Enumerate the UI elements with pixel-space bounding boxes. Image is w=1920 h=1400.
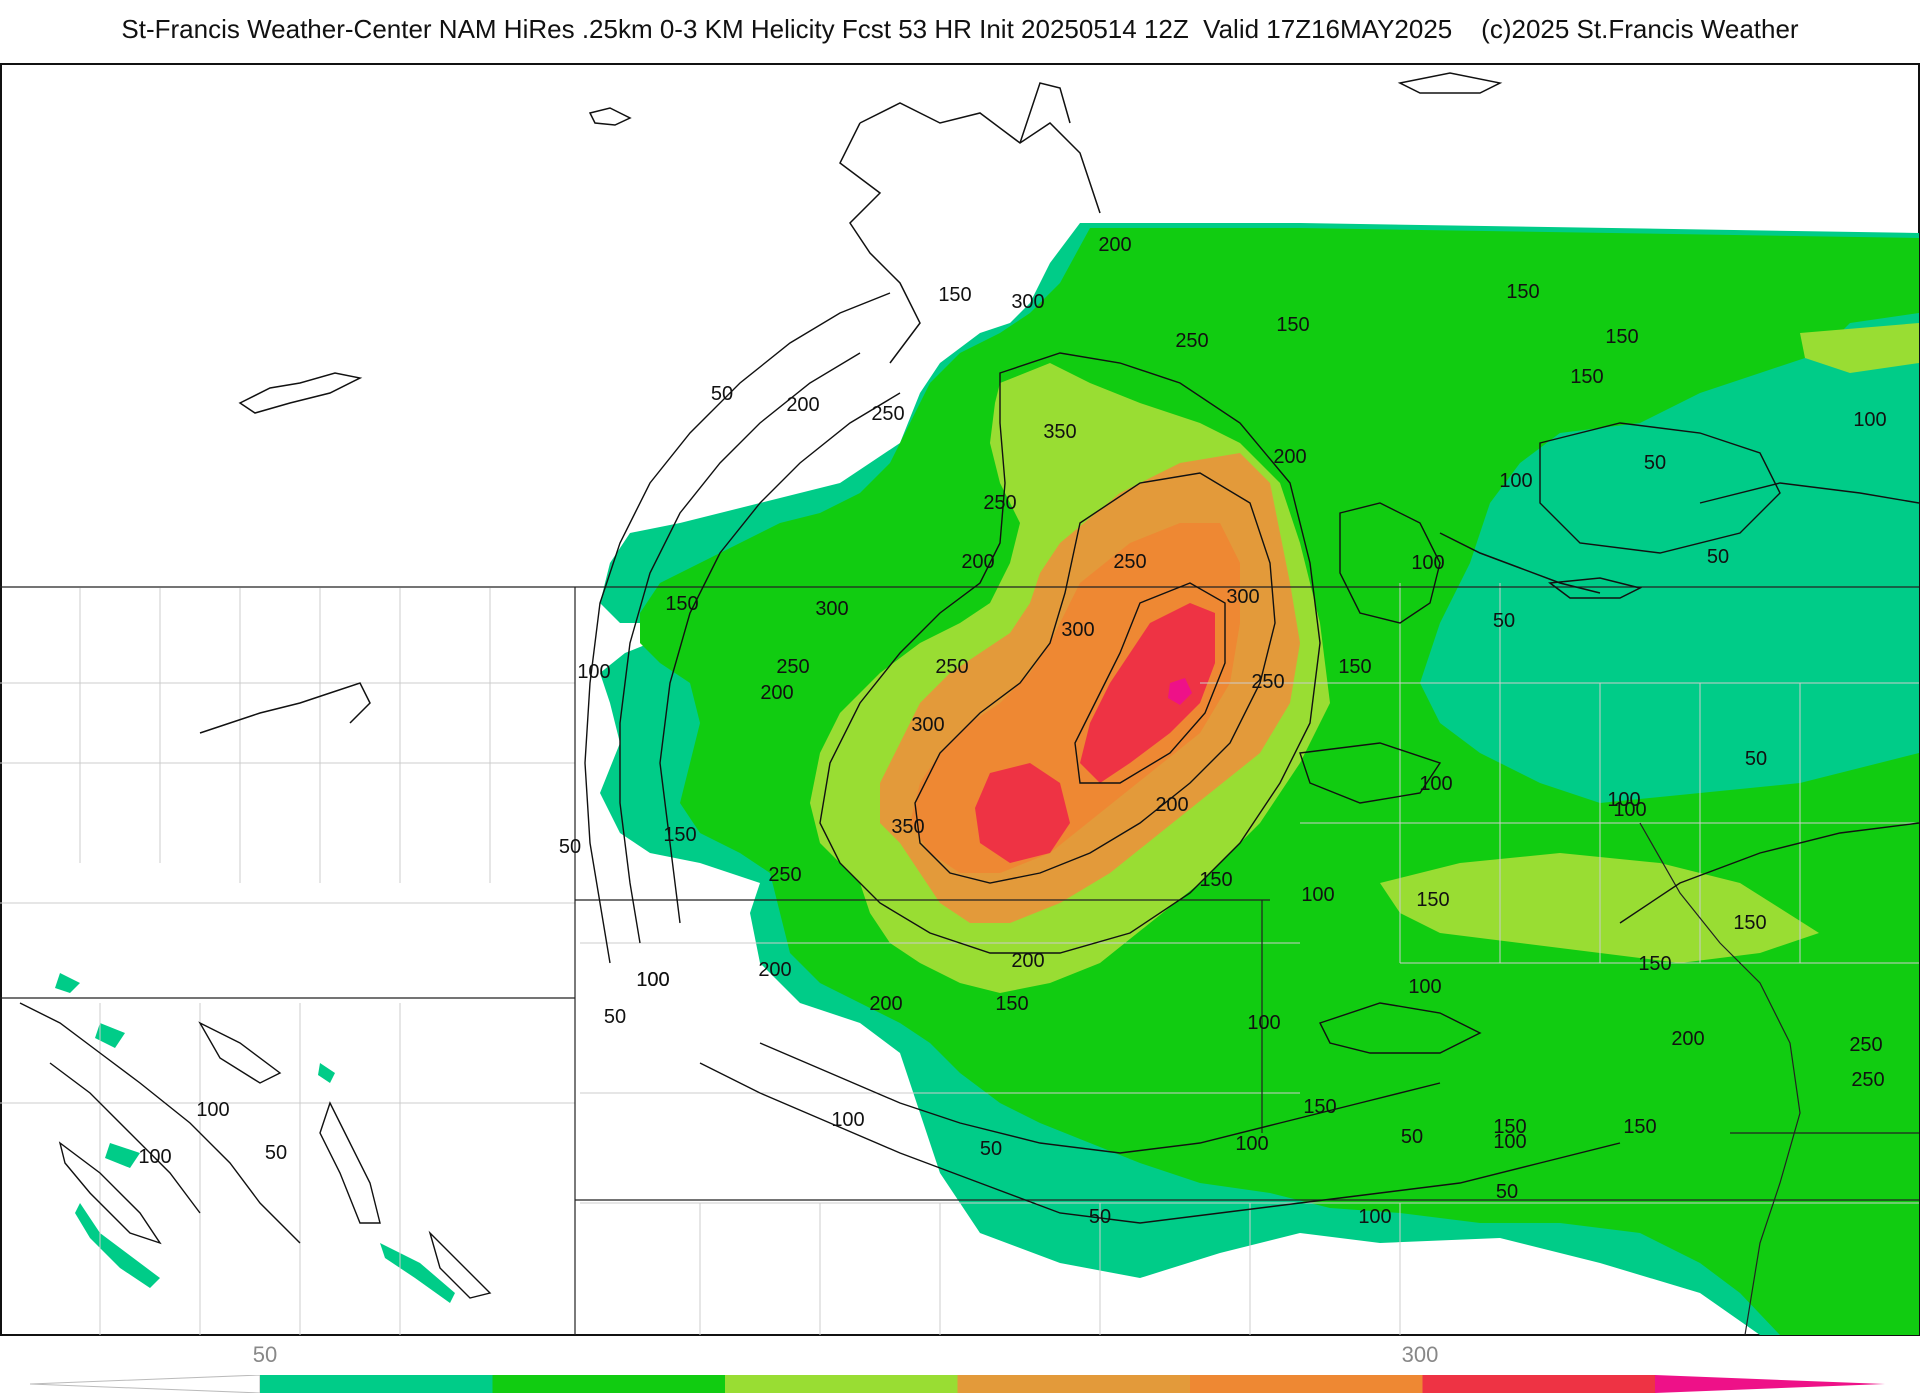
contour-label: 150 — [1623, 1116, 1656, 1138]
contour-label: 200 — [758, 959, 791, 981]
contour-label: 150 — [1638, 953, 1671, 975]
contour-label: 100 — [1499, 470, 1532, 492]
contour-label: 50 — [1745, 748, 1767, 770]
contour-label: 100 — [636, 969, 669, 991]
contour-label: 150 — [665, 593, 698, 615]
contour-label: 150 — [938, 284, 971, 306]
contour-label: 50 — [559, 836, 581, 858]
contour-label: 250 — [1251, 671, 1284, 693]
contour-label: 50 — [1493, 610, 1515, 632]
colorbar-bin — [260, 1375, 494, 1393]
contour-label: 150 — [1493, 1116, 1526, 1138]
county-lines — [0, 583, 1919, 1335]
colorbar-bin — [1655, 1375, 1885, 1393]
contour-label: 200 — [1273, 446, 1306, 468]
contour-label: 200 — [1011, 950, 1044, 972]
contour-label: 50 — [1496, 1181, 1518, 1203]
contour-label: 250 — [776, 656, 809, 678]
contour-label: 100 — [1411, 552, 1444, 574]
contour-label: 200 — [1671, 1028, 1704, 1050]
colorbar-bin — [1422, 1375, 1656, 1393]
contour-label: 150 — [1733, 912, 1766, 934]
contour-label: 100 — [1853, 409, 1886, 431]
contour-label: 350 — [1043, 421, 1076, 443]
contour-label: 200 — [1098, 234, 1131, 256]
contour-label: 300 — [815, 598, 848, 620]
contour-label: 150 — [663, 824, 696, 846]
contour-label: 100 — [1613, 799, 1646, 821]
colorbar-tick-50: 50 — [252, 1342, 278, 1367]
contour-label: 100 — [1419, 773, 1452, 795]
contour-label: 100 — [636, 969, 669, 991]
contour-labels: 200 150 300 250 150 150 150 100 50 200 2… — [138, 234, 1886, 1228]
contour-label: 200 — [786, 394, 819, 416]
coastlines — [199, 72, 1643, 734]
contour-label: 250 — [935, 656, 968, 678]
contour-label: 50 — [1644, 452, 1666, 474]
contour-label: 50 — [1401, 1126, 1423, 1148]
contour-label: 200 — [869, 993, 902, 1015]
contour-label: 100 — [1408, 976, 1441, 998]
helicity-map: 200 150 300 250 150 150 150 100 50 200 2… — [0, 63, 1920, 1336]
contour-label: 250 — [1849, 1034, 1882, 1056]
colorbar-bin — [492, 1375, 726, 1393]
contour-label: 250 — [1175, 330, 1208, 352]
colorbar — [30, 1375, 1885, 1393]
state-borders — [0, 586, 1919, 1336]
map-title: St-Francis Weather-Center NAM HiRes .25k… — [121, 14, 1799, 44]
contour-label: 250 — [768, 864, 801, 886]
colorbar-bin — [30, 1375, 261, 1393]
colorbar-bin — [957, 1375, 1191, 1393]
contour-label: 150 — [1303, 1096, 1336, 1118]
contour-label: 100 — [1358, 1206, 1391, 1228]
contour-label: 50 — [711, 383, 733, 405]
colorbar-bin — [725, 1375, 959, 1393]
contour-label: 100 — [1235, 1133, 1268, 1155]
colorbar-bin — [1190, 1375, 1424, 1393]
contour-label: 50 — [980, 1138, 1002, 1160]
contour-label: 200 — [760, 682, 793, 704]
contour-label: 300 — [1226, 586, 1259, 608]
contour-label: 100 — [1607, 789, 1640, 811]
contour-label: 200 — [1155, 794, 1188, 816]
contour-label: 300 — [1061, 619, 1094, 641]
contour-label: 100 — [1247, 1012, 1280, 1034]
contour-label: 150 — [1338, 656, 1371, 678]
contour-label: 300 — [911, 714, 944, 736]
contour-label: 100 — [831, 1109, 864, 1131]
contour-label: 100 — [1493, 1131, 1526, 1153]
contour-label: 150 — [1605, 326, 1638, 348]
contour-label: 200 — [961, 551, 994, 573]
colorbar-tick-300: 300 — [1401, 1342, 1439, 1367]
contour-label: 250 — [1851, 1069, 1884, 1091]
contour-label: 250 — [983, 492, 1016, 514]
helicity-contours — [19, 292, 1920, 1299]
contour-label: 100 — [138, 1146, 171, 1168]
contour-label: 150 — [1276, 314, 1309, 336]
contour-label: 50 — [604, 1006, 626, 1028]
contour-label: 50 — [265, 1142, 287, 1164]
contour-label: 150 — [1416, 889, 1449, 911]
contour-label: 300 — [1011, 291, 1044, 313]
helicity-shading — [55, 223, 1919, 1335]
contour-label: 150 — [995, 993, 1028, 1015]
contour-label: 350 — [891, 816, 924, 838]
contour-label: 150 — [1506, 281, 1539, 303]
contour-label: 150 — [1570, 366, 1603, 388]
contour-label: 100 — [1301, 884, 1334, 906]
contour-label: 250 — [1113, 551, 1146, 573]
contour-label: 100 — [196, 1099, 229, 1121]
contour-label: 100 — [577, 661, 610, 683]
contour-label: 250 — [871, 403, 904, 425]
contour-label: 50 — [1089, 1206, 1111, 1228]
contour-label: 50 — [1707, 546, 1729, 568]
contour-label: 150 — [1199, 869, 1232, 891]
